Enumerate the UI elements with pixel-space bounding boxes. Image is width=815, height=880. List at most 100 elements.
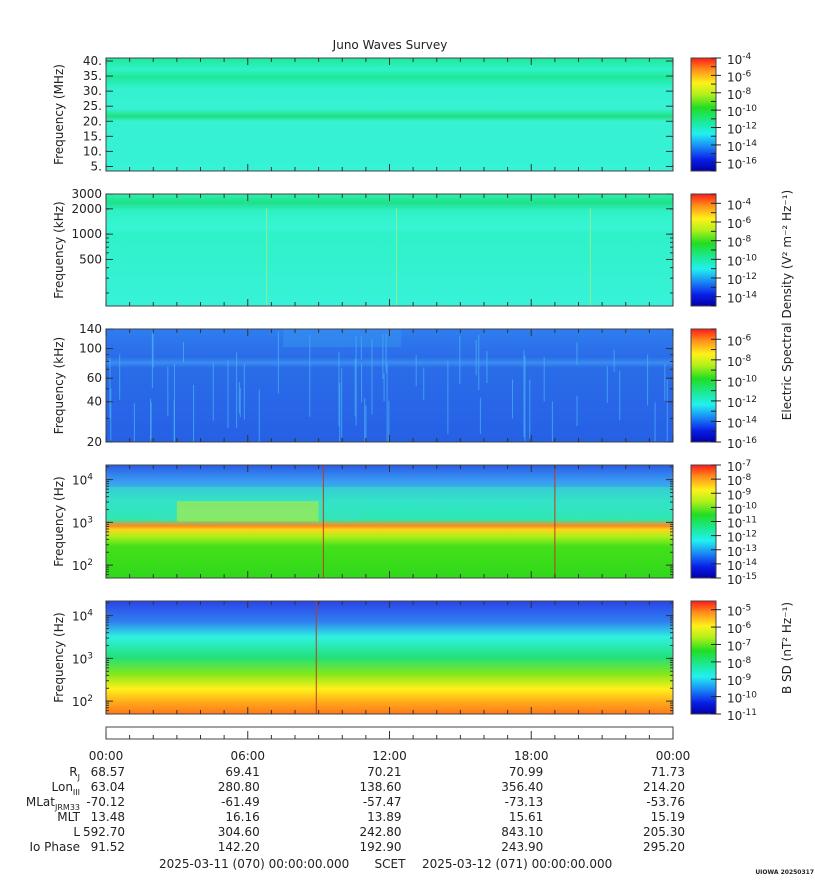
y-tick-label: 103 — [72, 515, 93, 530]
colorbar-tick-label: 10-14 — [727, 558, 757, 573]
x-tick-label: 18:00 — [514, 749, 549, 763]
panel-lfr-high: 20 40 60 100 140 Frequency (kHz) 10-6 10-8 10-10… — [52, 322, 757, 451]
colorbar-tick-label: 10-14 — [727, 291, 757, 306]
colorbar-tick-label: 10-16 — [727, 156, 757, 171]
y-axis-label: Frequency (kHz) — [52, 337, 66, 434]
colorbar-tick-label: 10-14 — [727, 139, 757, 154]
chart-title: Juno Waves Survey — [332, 38, 448, 52]
y-tick-label: 102 — [72, 558, 93, 573]
time-range-end: 2025-03-12 (071) 00:00:00.000 — [422, 857, 612, 871]
colorbar-tick-label: 10-10 — [727, 691, 757, 706]
colorbar-tick-label: 10-5 — [727, 604, 751, 619]
ephemeris-value: 63.04 — [91, 780, 125, 794]
ephemeris-value: 242.80 — [360, 825, 402, 839]
y-tick-label: 104 — [72, 473, 93, 488]
y-tick-label: 20. — [83, 114, 102, 128]
ephemeris-value: 13.48 — [91, 810, 125, 824]
y-tick-label: 1000 — [71, 227, 102, 241]
ephemeris-value: 16.16 — [225, 810, 259, 824]
y-tick-label: 103 — [72, 651, 93, 666]
y-tick-label: 15. — [83, 129, 102, 143]
y-axis-label: Frequency (Hz) — [52, 612, 66, 703]
colorbar-hfr-high — [690, 57, 717, 172]
x-tick-label: 00:00 — [89, 749, 124, 763]
spectrogram-hfr-low — [106, 194, 673, 306]
ephemeris-value: 280.80 — [218, 780, 260, 794]
ephemeris-value: 69.41 — [225, 765, 259, 779]
y-tick-label: 104 — [72, 609, 93, 624]
spectrogram-magnetic — [106, 601, 673, 714]
ephemeris-value: 138.60 — [360, 780, 402, 794]
y-tick-label: 25. — [83, 99, 102, 113]
ephemeris-row-label: Io Phase — [29, 840, 80, 854]
ephemeris-value: -70.12 — [86, 795, 125, 809]
ephemeris-row-label: LonIII — [52, 780, 81, 797]
ephemeris-value: -61.49 — [221, 795, 260, 809]
y-tick-label: 60 — [87, 371, 102, 385]
colorbar-tick-label: 10-15 — [727, 572, 757, 587]
spectrogram-lfr-high — [106, 329, 673, 442]
colorbar-tick-label: 10-6 — [727, 333, 752, 348]
x-tick-label: 00:00 — [656, 749, 691, 763]
ephemeris-row-label: L — [73, 825, 80, 839]
spectrogram-hfr-high — [106, 58, 673, 171]
y-tick-label: 140 — [79, 322, 102, 336]
colorbar-tick-label: 10-10 — [727, 253, 757, 268]
electric-density-label: Electric Spectral Density (V² m⁻² Hz⁻¹) — [780, 190, 794, 420]
colorbar-magnetic — [690, 600, 717, 715]
colorbar-tick-label: 10-8 — [727, 354, 752, 369]
ephemeris-value: 70.21 — [367, 765, 401, 779]
y-tick-label: 2000 — [71, 202, 102, 216]
magnetic-density-label: B SD (nT² Hz⁻¹) — [780, 602, 794, 694]
colorbar-tick-label: 10-8 — [727, 656, 752, 671]
colorbar-tick-label: 10-7 — [727, 459, 751, 474]
colorbar-tick-label: 10-12 — [727, 122, 757, 137]
ephemeris-value: -57.47 — [363, 795, 402, 809]
colorbar-titles: Electric Spectral Density (V² m⁻² Hz⁻¹) B… — [780, 190, 794, 694]
y-tick-label: 30. — [83, 84, 102, 98]
y-tick-label: 40. — [83, 54, 102, 68]
panel-hfr-high: 5.10.15.20.25.30.35.40. Frequency (MHz) 10… — [52, 52, 757, 173]
emission-patch — [283, 329, 402, 347]
colorbar-tick-label: 10-8 — [727, 473, 752, 488]
colorbar-tick-label: 10-11 — [727, 516, 757, 531]
ephemeris-value: 71.73 — [651, 765, 685, 779]
colorbar-tick-label: 10-16 — [727, 436, 757, 451]
ephemeris-value: 70.99 — [509, 765, 543, 779]
colorbar-tick-label: 10-6 — [727, 621, 752, 636]
ephemeris-value: 243.90 — [501, 840, 543, 854]
colorbar-tick-label: 10-11 — [727, 708, 757, 723]
colorbar-tick-label: 10-12 — [727, 530, 757, 545]
y-tick-label: 10. — [83, 144, 102, 158]
ephemeris-value: 843.10 — [501, 825, 543, 839]
colorbar-tick-label: 10-10 — [727, 374, 757, 389]
colorbar-tick-label: 10-6 — [727, 216, 752, 231]
time-range-start: 2025-03-11 (070) 00:00:00.000 — [159, 857, 349, 871]
y-tick-label: 40 — [87, 395, 102, 409]
ephemeris-value: 15.19 — [651, 810, 685, 824]
colorbar-tick-label: 10-12 — [727, 395, 757, 410]
y-tick-label: 100 — [79, 342, 102, 356]
ephemeris-value: 13.89 — [367, 810, 401, 824]
colorbar-tick-label: 10-13 — [727, 544, 757, 559]
x-tick-label: 06:00 — [230, 749, 265, 763]
y-tick-label: 500 — [79, 252, 102, 266]
colorbar-tick-label: 10-9 — [727, 673, 752, 688]
y-tick-label: 20 — [87, 435, 102, 449]
panel-lfr-low: 102 103 104 Frequency (Hz) 10-710-810-910-10… — [52, 459, 757, 587]
y-tick-label: 3000 — [71, 187, 102, 201]
ephemeris-value: 592.70 — [83, 825, 125, 839]
ephemeris-row-label: MLT — [57, 810, 80, 824]
colorbar-tick-label: 10-7 — [727, 638, 751, 653]
y-tick-label: 102 — [72, 694, 93, 709]
ephemeris-row-label: RJ — [69, 765, 80, 782]
y-axis-label: Frequency (kHz) — [52, 201, 66, 298]
colorbar-tick-label: 10-8 — [727, 235, 752, 250]
colorbar-tick-label: 10-4 — [727, 52, 752, 67]
panel-magnetic: 102 103 104 Frequency (Hz) 10-5 10-6 10-7 10-8 1… — [52, 600, 757, 723]
y-tick-label: 5. — [91, 159, 102, 173]
colorbar-tick-label: 10-8 — [727, 87, 752, 102]
x-tick-label: 12:00 — [372, 749, 407, 763]
ephemeris-value: 91.52 — [91, 840, 125, 854]
